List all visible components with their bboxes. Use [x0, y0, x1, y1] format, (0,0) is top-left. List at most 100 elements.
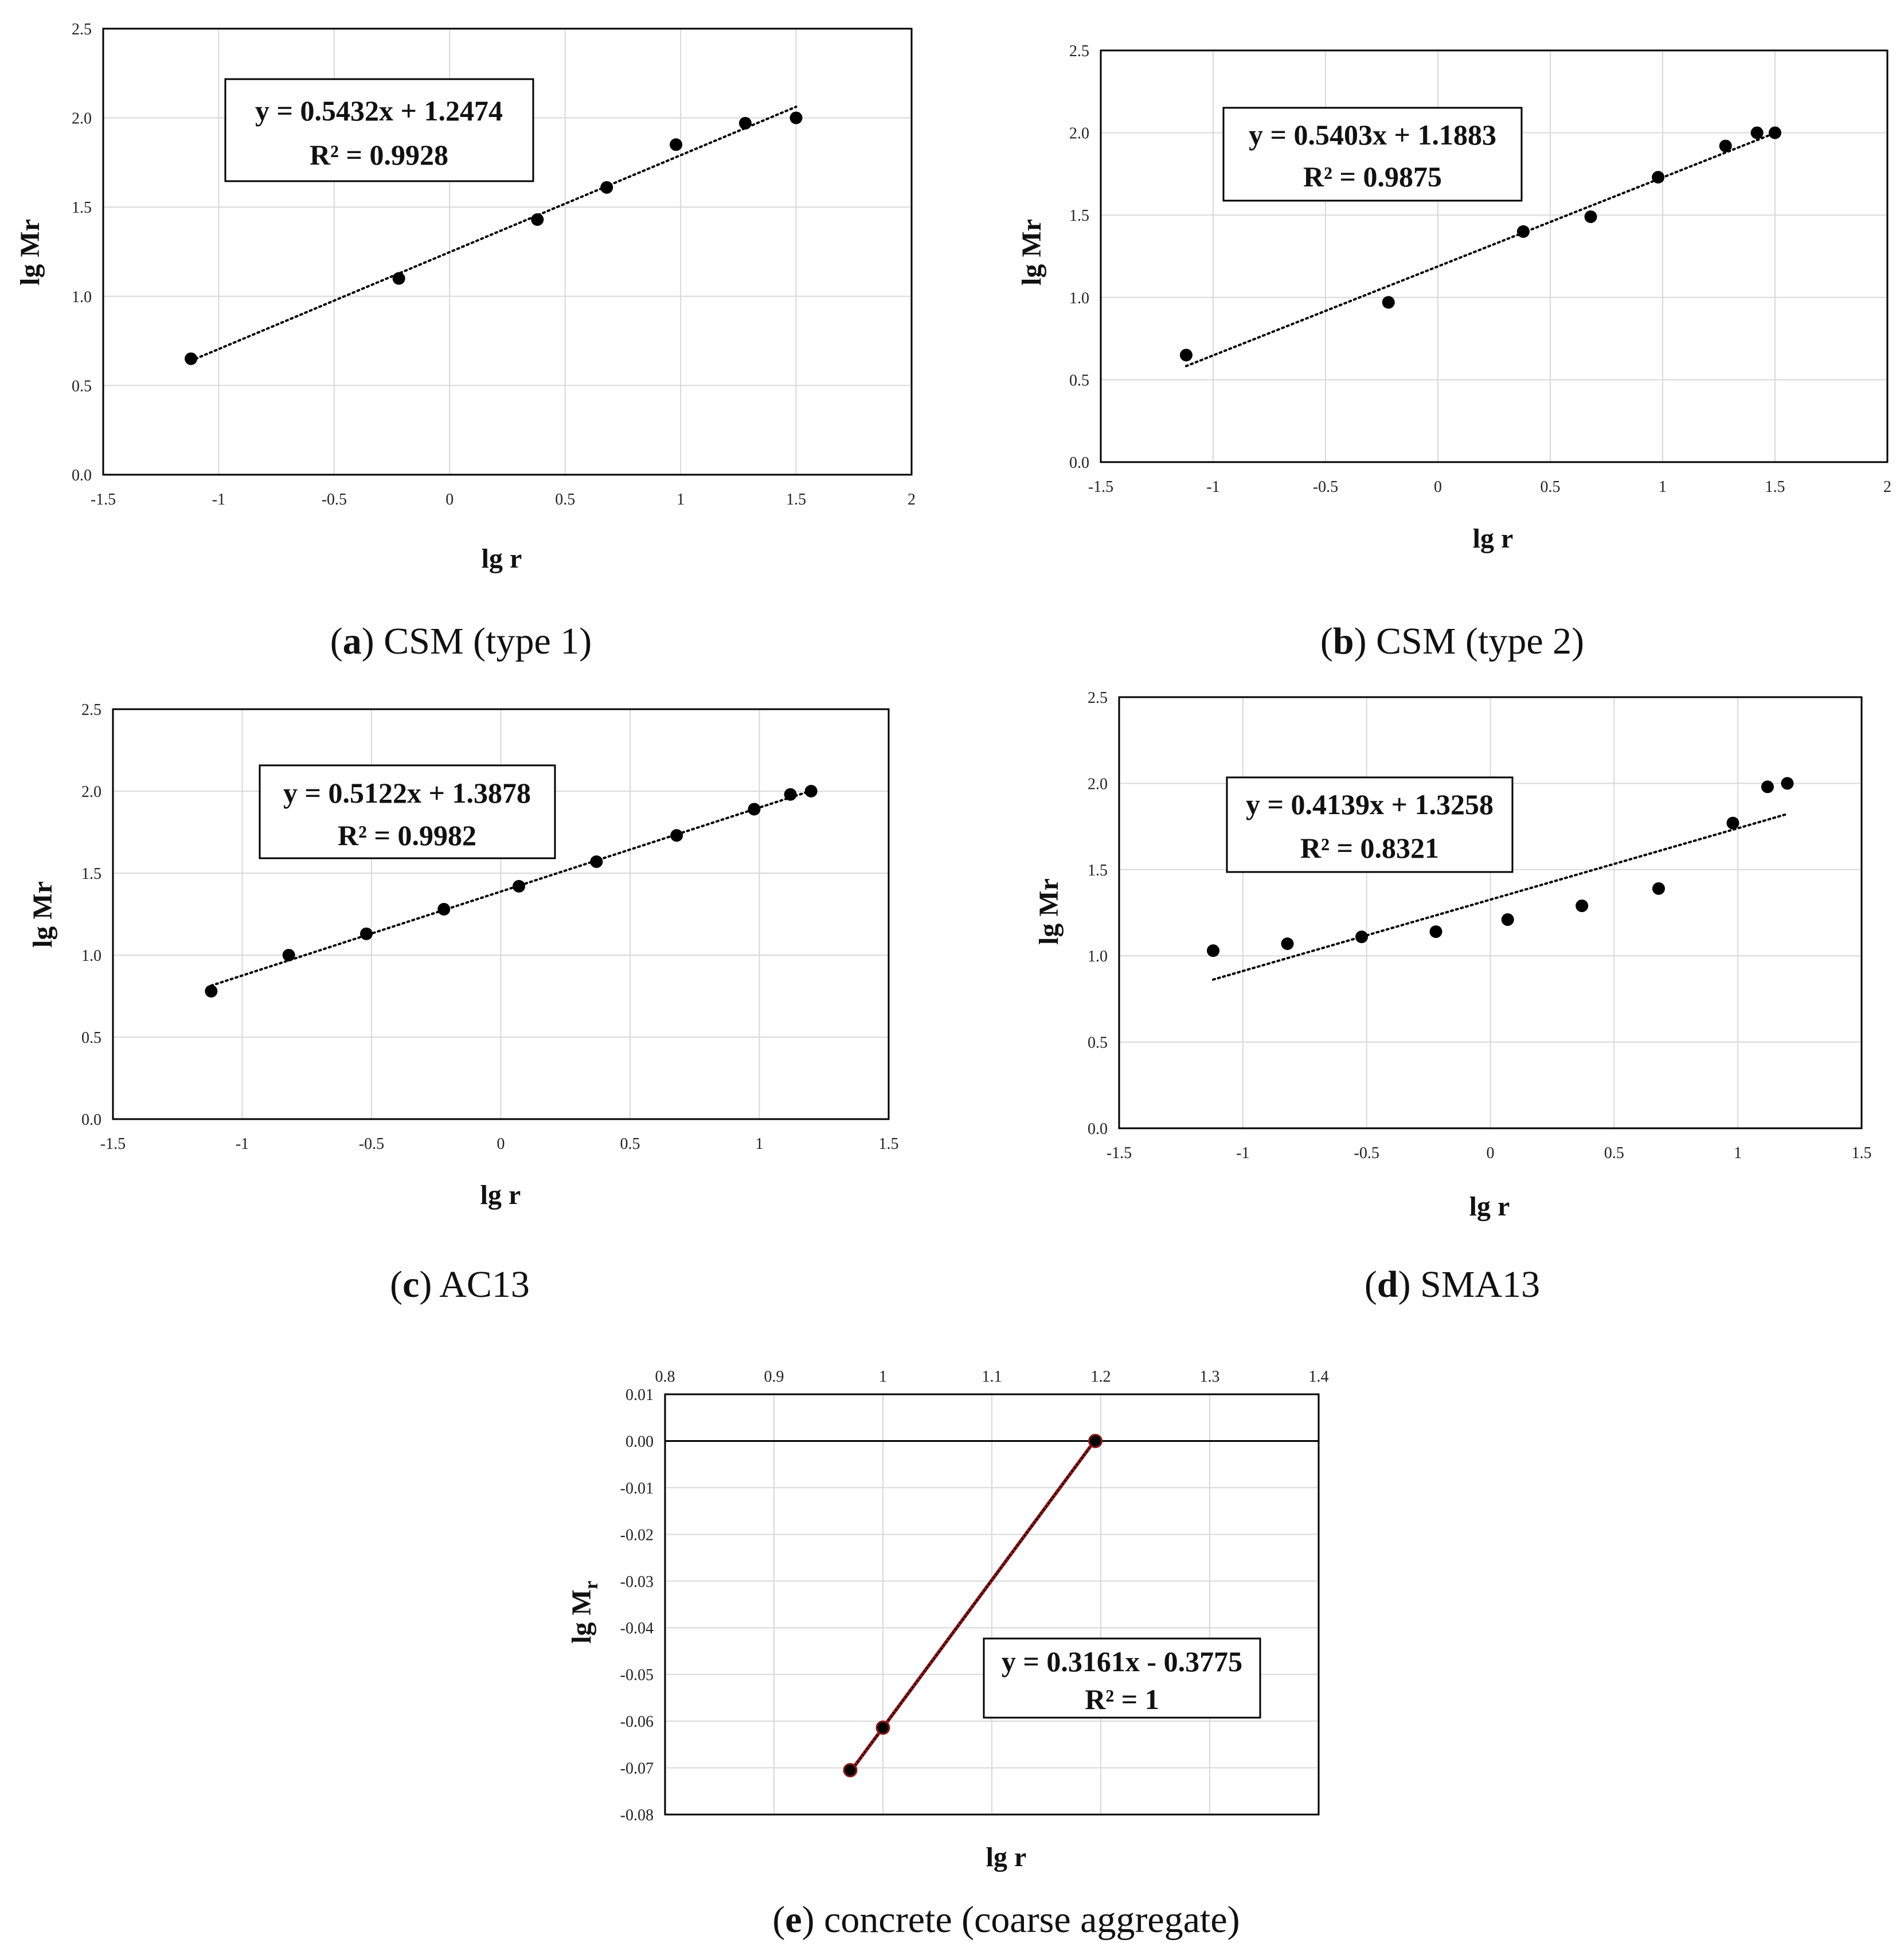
panel-b-trendline-group	[1184, 131, 1776, 367]
caption-letter: b	[1333, 620, 1354, 662]
panel-b-plot-frame	[1100, 49, 1889, 463]
data-point	[359, 927, 373, 940]
data-point	[1516, 225, 1530, 238]
x-tick-label: 2	[908, 491, 916, 509]
y-axis-title: lg Mr	[28, 881, 58, 948]
x-tick-label: 1.5	[1852, 1144, 1872, 1162]
data-point	[1179, 349, 1193, 362]
y-tick-label: 0.00	[625, 1433, 654, 1450]
x-axis-title: lg r	[986, 1842, 1027, 1872]
r-squared: R² = 0.9928	[310, 139, 448, 171]
y-tick-label: 2.5	[1069, 42, 1089, 60]
panel-b-x-ticks: -1.5 -1 -0.5 0 0.5 1 1.5 2	[1088, 478, 1891, 496]
x-tick-label: 0	[1487, 1144, 1495, 1162]
data-point	[1207, 944, 1220, 957]
panel-d-plot-frame	[1118, 696, 1863, 1129]
y-tick-label: 0.5	[1069, 372, 1089, 389]
data-point	[392, 272, 405, 285]
panel-a-trendline-group	[190, 105, 797, 362]
panel-a-equation-box: y = 0.5432x + 1.2474 R² = 0.9928	[224, 78, 534, 182]
x-tick-label: -1	[1236, 1144, 1249, 1162]
data-point	[1382, 296, 1395, 309]
y-tick-label: 2.0	[72, 110, 92, 128]
y-axis-title-subscript: r	[581, 1581, 602, 1589]
equation-box-frame	[1222, 107, 1523, 202]
trendline-equation: y = 0.5432x + 1.2474	[255, 95, 503, 127]
y-axis-title: lg Mr	[1016, 219, 1047, 286]
r-squared: R² = 1	[1085, 1683, 1159, 1715]
panel-c: -1.5 -1 -0.5 0 0.5 1 1.5 0.0 0.5 1.0 1.5…	[28, 701, 899, 1305]
x-tick-label: -0.5	[1354, 1144, 1379, 1162]
x-tick-label: 0	[497, 1135, 505, 1153]
y-tick-label: 0.5	[72, 377, 92, 395]
panel-c-y-ticks: 0.0 0.5 1.0 1.5 2.0 2.5	[81, 701, 101, 1129]
data-point	[670, 138, 683, 151]
data-point	[1719, 139, 1732, 153]
data-point	[875, 1721, 890, 1735]
x-tick-label: 1.5	[1765, 478, 1785, 496]
y-tick-label: -0.07	[620, 1760, 654, 1778]
panel-b: -1.5 -1 -0.5 0 0.5 1 1.5 2 0.0 0.5 1.0 1…	[1016, 42, 1891, 662]
caption-letter: c	[402, 1264, 419, 1305]
x-tick-label: -1.5	[100, 1135, 126, 1153]
trendline-dots	[849, 1439, 1096, 1773]
equation-box-frame	[224, 78, 534, 182]
panel-b-caption: (b) CSM (type 2)	[1320, 620, 1584, 662]
trendline-equation: y = 0.3161x - 0.3775	[1002, 1645, 1242, 1678]
x-tick-label: 1.4	[1309, 1368, 1329, 1386]
y-tick-label: 1.5	[1069, 207, 1089, 225]
trendline	[1212, 812, 1789, 981]
x-tick-label: 0	[1434, 478, 1442, 496]
caption-letter: a	[343, 620, 362, 662]
y-tick-label: 2.0	[81, 783, 101, 801]
x-tick-label: 0.8	[655, 1368, 675, 1386]
y-tick-label: -0.02	[620, 1526, 654, 1544]
data-point	[600, 181, 613, 194]
r-squared: R² = 0.9875	[1303, 161, 1442, 193]
caption-text: concrete (coarse aggregate)	[824, 1899, 1240, 1941]
x-tick-label: 0.9	[764, 1368, 784, 1386]
panel-e-plot-frame	[664, 1393, 1320, 1816]
x-tick-label: -1	[212, 491, 225, 509]
y-tick-label: -0.03	[620, 1573, 654, 1591]
panel-a-plot-frame	[102, 28, 913, 476]
x-tick-label: 1	[677, 491, 685, 509]
y-tick-label: 1.5	[81, 865, 101, 883]
x-tick-label: -1.5	[91, 491, 116, 509]
y-tick-label: 0.0	[1069, 454, 1089, 472]
data-point	[282, 949, 295, 961]
panel-d-y-ticks: 0.0 0.5 1.0 1.5 2.0 2.5	[1088, 689, 1108, 1138]
panel-c-points	[205, 785, 818, 998]
data-point	[1584, 210, 1597, 224]
y-tick-label: 2.5	[72, 21, 92, 38]
x-tick-label: 1.1	[982, 1368, 1002, 1386]
y-tick-label: 2.0	[1088, 775, 1108, 793]
trendline	[1184, 131, 1776, 367]
data-point	[1750, 126, 1764, 139]
y-tick-label: 0.5	[81, 1029, 101, 1047]
panel-e: 0.8 0.9 1 1.1 1.2 1.3 1.4 -0.08 -0.07 -0…	[566, 1368, 1329, 1941]
x-axis-title: lg r	[1473, 523, 1514, 554]
x-tick-label: 1	[879, 1368, 887, 1386]
x-tick-label: -1.5	[1107, 1144, 1132, 1162]
y-tick-label: 2.0	[1069, 125, 1089, 143]
panel-c-trendline-group	[210, 789, 812, 987]
x-tick-label: 2	[1883, 478, 1891, 496]
data-point	[1575, 899, 1589, 912]
x-axis-title: lg r	[1469, 1191, 1510, 1222]
panel-d-equation-box: y = 0.4139x + 1.3258 R² = 0.8321	[1226, 776, 1514, 873]
panel-e-y-ticks: -0.08 -0.07 -0.06 -0.05 -0.04 -0.03 -0.0…	[620, 1386, 654, 1824]
y-tick-label: -0.08	[620, 1806, 654, 1824]
x-tick-label: 1	[1659, 478, 1667, 496]
r-squared: R² = 0.8321	[1300, 832, 1439, 864]
trendline	[210, 789, 812, 987]
data-point	[748, 803, 761, 816]
data-point	[1769, 126, 1781, 139]
panel-e-caption: (e) concrete (coarse aggregate)	[772, 1899, 1240, 1941]
data-point	[185, 352, 198, 365]
caption-text: AC13	[439, 1264, 530, 1305]
r-squared: R² = 0.9982	[338, 819, 476, 851]
x-axis-title: lg r	[480, 1180, 521, 1210]
panel-e-trendline-group	[849, 1438, 1097, 1773]
trendline-equation: y = 0.4139x + 1.3258	[1246, 788, 1494, 820]
